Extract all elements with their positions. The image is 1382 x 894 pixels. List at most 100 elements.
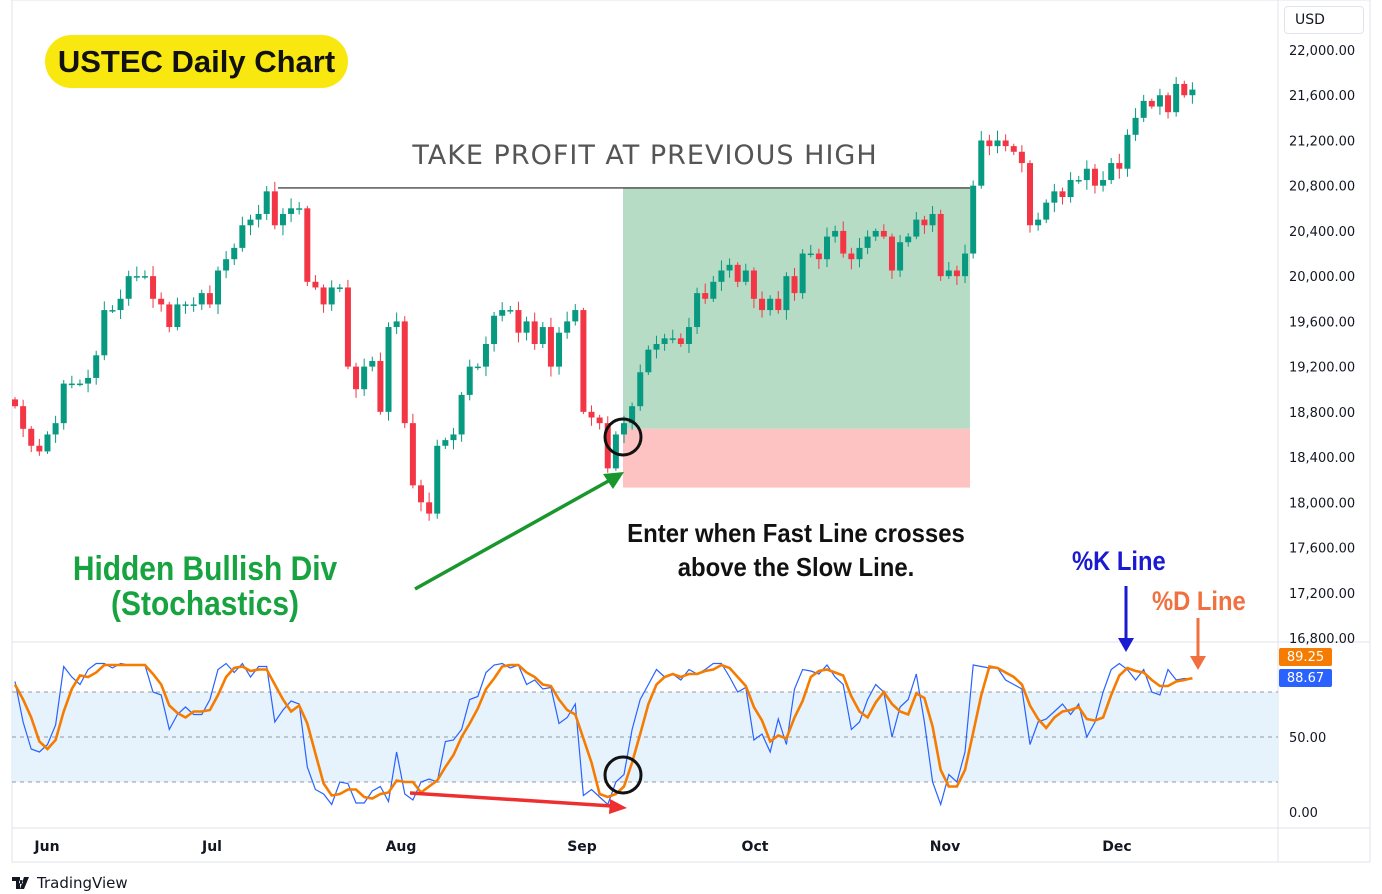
stoch-arrow-head (609, 799, 627, 814)
candle-body (125, 276, 132, 299)
candle-body (986, 140, 993, 147)
price-tick-label: 18,400.00 (1289, 451, 1355, 466)
candle-body (718, 270, 725, 282)
candle-body (434, 445, 441, 514)
price-tick-label: 18,000.00 (1289, 496, 1355, 511)
entry-line-2: above the Slow Line. (677, 552, 915, 582)
candle-body (726, 264, 733, 271)
candle-body (621, 423, 627, 435)
candle-body (1059, 191, 1066, 197)
candle-body (1083, 168, 1090, 181)
candle-body (1091, 168, 1098, 186)
candle-body (661, 338, 668, 344)
candle-body (499, 310, 506, 316)
month-label: Sep (567, 839, 597, 855)
candle-body (198, 293, 205, 305)
candle-body (133, 276, 140, 278)
candle-body (474, 366, 481, 369)
price-tick-label: 16,800.00 (1289, 632, 1355, 647)
take-profit-label: TAKE PROFIT AT PREVIOUS HIGH (412, 140, 878, 171)
stoch-divergence-arrow (409, 791, 613, 808)
month-label: Oct (742, 839, 769, 855)
candle-body (791, 276, 798, 294)
candle-body (710, 281, 717, 299)
candle-body (669, 338, 676, 340)
candles (12, 77, 1196, 521)
divergence-arrow-head (603, 472, 624, 489)
price-tick-label: 20,800.00 (1289, 180, 1355, 195)
candle-body (1027, 163, 1033, 226)
candle-body (190, 304, 197, 306)
candle-body (28, 428, 35, 446)
price-tick-label: 17,200.00 (1289, 587, 1355, 602)
stop-loss-zone[interactable] (623, 428, 970, 488)
k-line-label: %K Line (1072, 546, 1166, 576)
price-tick-label: 19,200.00 (1289, 361, 1355, 376)
candle-body (328, 287, 335, 305)
candle-body (824, 236, 830, 260)
candle-body (1116, 163, 1123, 169)
stoch-axis: 50.00 0.00 (1289, 731, 1326, 821)
price-axis[interactable]: 22,000.00 21,600.00 21,200.00 20,800.00 20,4… (1289, 44, 1355, 647)
candle-body (1010, 146, 1017, 152)
month-label: Jun (33, 839, 59, 855)
candle-body (588, 411, 595, 418)
candle-body (1173, 83, 1180, 113)
candle-body (531, 321, 538, 344)
k-arrow-head (1118, 638, 1134, 652)
stoch-tick-label: 0.00 (1289, 806, 1318, 821)
candle-body (897, 242, 904, 271)
k-value-badge: 88.67 (1279, 669, 1332, 687)
candle-body (848, 253, 855, 260)
candle-body (466, 366, 473, 395)
candle-body (393, 321, 400, 328)
take-profit-zone[interactable] (623, 187, 970, 429)
candle-body (239, 225, 246, 248)
candle-body (150, 276, 157, 299)
price-tick-label: 20,000.00 (1289, 270, 1355, 285)
currency-button[interactable]: USD (1284, 6, 1364, 34)
candle-body (702, 293, 709, 299)
candle-body (288, 208, 295, 214)
candle-body (109, 310, 116, 312)
candle-body (807, 253, 814, 256)
candle-body (1075, 180, 1082, 182)
month-label: Dec (1102, 839, 1131, 855)
candle-body (832, 230, 839, 237)
tradingview-wordmark: TradingView (37, 874, 128, 892)
candle-body (141, 276, 148, 278)
candle-body (85, 377, 92, 384)
candle-body (970, 185, 977, 254)
chart-title: USTEC Daily Chart (45, 35, 348, 88)
chart-frame (11, 0, 1371, 863)
candle-body (1018, 151, 1025, 164)
candle-body (304, 208, 311, 282)
price-tick-label: 19,600.00 (1289, 315, 1355, 330)
candle-body (653, 344, 660, 350)
d-value-badge: 89.25 (1279, 648, 1332, 666)
candle-body (174, 304, 181, 328)
candle-body (409, 423, 416, 486)
divergence-line-1: Hidden Bullish Div (72, 550, 338, 588)
month-label: Aug (386, 839, 417, 855)
candle-body (856, 247, 863, 260)
divergence-line-2: (Stochastics) (111, 585, 299, 623)
time-axis[interactable]: Jun Jul Aug Sep Oct Nov Dec (33, 839, 1131, 855)
candle-body (783, 276, 790, 311)
candle-body (734, 264, 741, 282)
candle-body (182, 304, 189, 306)
price-tick-label: 21,600.00 (1289, 89, 1355, 104)
candle-body (1140, 100, 1147, 118)
candle-body (880, 230, 887, 237)
candle-body (353, 366, 360, 390)
candle-body (401, 321, 408, 424)
candle-body (320, 287, 327, 305)
candle-body (759, 298, 766, 311)
crossover-circle (603, 755, 643, 795)
candle-body (1035, 219, 1042, 226)
tradingview-logo[interactable]: TradingView (12, 874, 128, 892)
candle-body (336, 287, 343, 289)
candle-body (60, 383, 67, 424)
candle-body (1124, 134, 1131, 169)
